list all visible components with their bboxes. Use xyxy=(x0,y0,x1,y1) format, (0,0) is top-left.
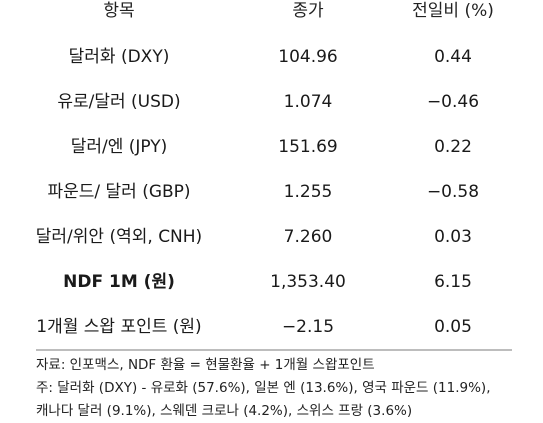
row-price: 104.96 xyxy=(278,47,338,67)
table-row: 달러/위안 (역외, CNH) 7.260 0.03 xyxy=(0,215,543,260)
row-change: 0.44 xyxy=(434,47,472,67)
header-price: 종가 xyxy=(292,1,324,21)
row-price: −2.15 xyxy=(281,317,335,337)
source-note: 자료: 인포맥스, NDF 환율 = 현물환율 + 1개월 스왑포인트 xyxy=(36,357,375,373)
row-price: 1.255 xyxy=(283,182,333,202)
row-change: 0.22 xyxy=(434,137,472,157)
row-item: 유로/달러 (USD) xyxy=(57,92,181,112)
row-change: 6.15 xyxy=(434,272,472,292)
row-change: 0.03 xyxy=(434,227,472,247)
row-change: −0.58 xyxy=(426,182,480,202)
row-item: 1개월 스왑 포인트 (원) xyxy=(36,317,202,337)
header-item: 항목 xyxy=(103,1,135,21)
row-change: 0.05 xyxy=(434,317,472,337)
table-row: 1개월 스왑 포인트 (원) −2.15 0.05 xyxy=(0,305,543,350)
row-item: 달러/위안 (역외, CNH) xyxy=(35,227,203,247)
composition-note-cont: 캐나다 달러 (9.1%), 스웨덴 크로나 (4.2%), 스위스 프랑 (3… xyxy=(36,403,413,419)
table-row: 달러화 (DXY) 104.96 0.44 xyxy=(0,35,543,80)
header-change: 전일비 (%) xyxy=(412,1,494,21)
row-price: 1.074 xyxy=(283,92,333,112)
row-item: NDF 1M (원) xyxy=(63,272,175,292)
row-price: 151.69 xyxy=(278,137,338,157)
footnotes: 자료: 인포맥스, NDF 환율 = 현물환율 + 1개월 스왑포인트 주: 달… xyxy=(36,354,541,423)
table-bottom-rule xyxy=(36,349,512,351)
row-item: 달러화 (DXY) xyxy=(68,47,170,67)
table-row: 유로/달러 (USD) 1.074 −0.46 xyxy=(0,80,543,125)
row-item: 달러/엔 (JPY) xyxy=(70,137,168,157)
table-row-highlight: NDF 1M (원) 1,353.40 6.15 xyxy=(0,260,543,305)
composition-note: 주: 달러화 (DXY) - 유로화 (57.6%), 일본 엔 (13.6%)… xyxy=(36,380,491,396)
row-item: 파운드/ 달러 (GBP) xyxy=(47,182,191,202)
table-row: 파운드/ 달러 (GBP) 1.255 −0.58 xyxy=(0,170,543,215)
table-row: 달러/엔 (JPY) 151.69 0.22 xyxy=(0,125,543,170)
row-price: 7.260 xyxy=(283,227,333,247)
row-price: 1,353.40 xyxy=(270,272,346,292)
row-change: −0.46 xyxy=(426,92,480,112)
